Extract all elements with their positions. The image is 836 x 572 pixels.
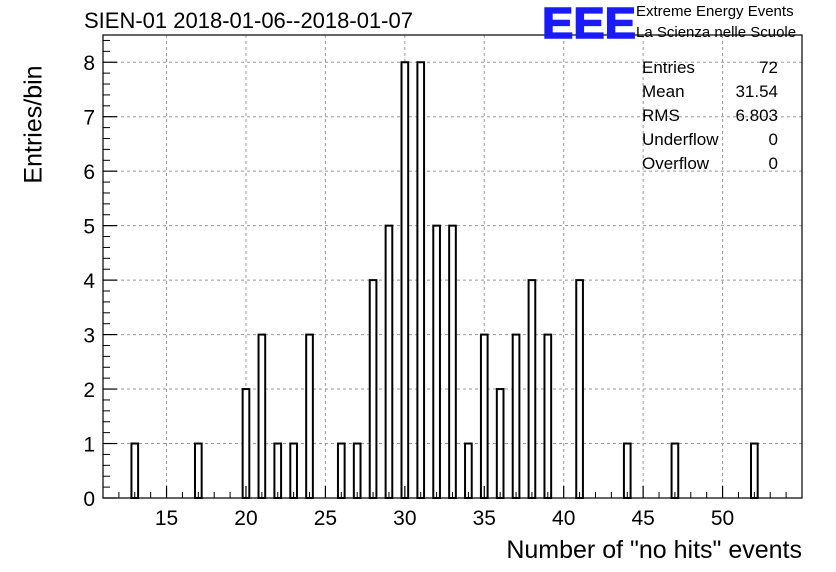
histogram-bar bbox=[527, 279, 537, 499]
histogram-bar bbox=[543, 333, 553, 499]
stat-label: Entries bbox=[642, 58, 695, 77]
stat-value: 6.803 bbox=[735, 106, 778, 125]
x-tick-label: 20 bbox=[234, 507, 257, 530]
eee-logo-icon: EEE bbox=[542, 2, 637, 42]
y-tick-label: 3 bbox=[83, 325, 95, 348]
histogram-bar bbox=[479, 333, 489, 499]
stat-value: 0 bbox=[768, 154, 778, 173]
stat-label: Overflow bbox=[642, 154, 710, 173]
x-tick-label: 30 bbox=[393, 507, 416, 530]
histogram-bar bbox=[336, 442, 346, 500]
y-tick-label: 0 bbox=[83, 488, 95, 511]
histogram-bar bbox=[257, 333, 267, 499]
logo-line-1: Extreme Energy Events bbox=[636, 3, 794, 20]
histogram-bar bbox=[289, 442, 298, 500]
stat-label: RMS bbox=[642, 106, 680, 125]
histogram-bar bbox=[622, 442, 632, 500]
x-tick-label: 15 bbox=[155, 507, 178, 530]
histogram-bar bbox=[352, 442, 362, 500]
y-tick-label: 8 bbox=[83, 52, 95, 75]
x-tick-label: 35 bbox=[473, 507, 496, 530]
histogram-bar bbox=[575, 279, 584, 499]
stat-value: 0 bbox=[768, 130, 778, 149]
logo-mark: EEE bbox=[542, 2, 636, 42]
histogram-bar bbox=[495, 388, 505, 500]
logo-line-2: La Scienza nelle Scuole bbox=[636, 24, 797, 41]
histogram-bar bbox=[193, 442, 203, 500]
histogram-bar bbox=[670, 442, 680, 500]
x-tick-label: 50 bbox=[711, 507, 734, 530]
x-axis-label: Number of "no hits" events bbox=[506, 536, 802, 564]
histogram-bar bbox=[305, 333, 314, 499]
histogram-bar bbox=[750, 442, 759, 500]
stats-box: Entries 72 Mean 31.54 RMS 6.803 Underflo… bbox=[640, 58, 780, 178]
y-tick-label: 2 bbox=[83, 379, 95, 402]
histogram-bar bbox=[384, 224, 394, 499]
stat-overflow: Overflow 0 bbox=[640, 154, 780, 178]
y-tick-label: 7 bbox=[83, 107, 95, 130]
y-tick-label: 4 bbox=[83, 270, 95, 293]
stat-underflow: Underflow 0 bbox=[640, 130, 780, 154]
stat-rms: RMS 6.803 bbox=[640, 106, 780, 130]
histogram-bar bbox=[368, 279, 378, 499]
x-tick-label: 45 bbox=[631, 507, 654, 530]
stat-entries: Entries 72 bbox=[640, 58, 780, 82]
histogram-bar bbox=[432, 224, 441, 499]
stat-value: 31.54 bbox=[735, 82, 778, 101]
histogram-bar bbox=[241, 388, 251, 500]
histogram-bar bbox=[448, 224, 457, 499]
histogram-bar bbox=[400, 61, 410, 500]
histogram-bar bbox=[464, 442, 473, 500]
x-tick-label: 25 bbox=[314, 507, 337, 530]
histogram-bar bbox=[273, 442, 283, 500]
histogram-bar bbox=[416, 61, 426, 500]
chart-title: SIEN-01 2018-01-06--2018-01-07 bbox=[84, 8, 413, 33]
x-tick-label: 40 bbox=[552, 507, 575, 530]
histogram-bar bbox=[511, 333, 521, 499]
y-tick-label: 5 bbox=[83, 216, 95, 239]
stat-mean: Mean 31.54 bbox=[640, 82, 780, 106]
y-tick-label: 6 bbox=[83, 161, 95, 184]
stat-value: 72 bbox=[759, 58, 778, 77]
y-axis-label: Entries/bin bbox=[19, 65, 48, 184]
stat-label: Underflow bbox=[642, 130, 719, 149]
y-tick-label: 1 bbox=[83, 434, 95, 457]
histogram-bar bbox=[130, 442, 140, 500]
stat-label: Mean bbox=[642, 82, 685, 101]
